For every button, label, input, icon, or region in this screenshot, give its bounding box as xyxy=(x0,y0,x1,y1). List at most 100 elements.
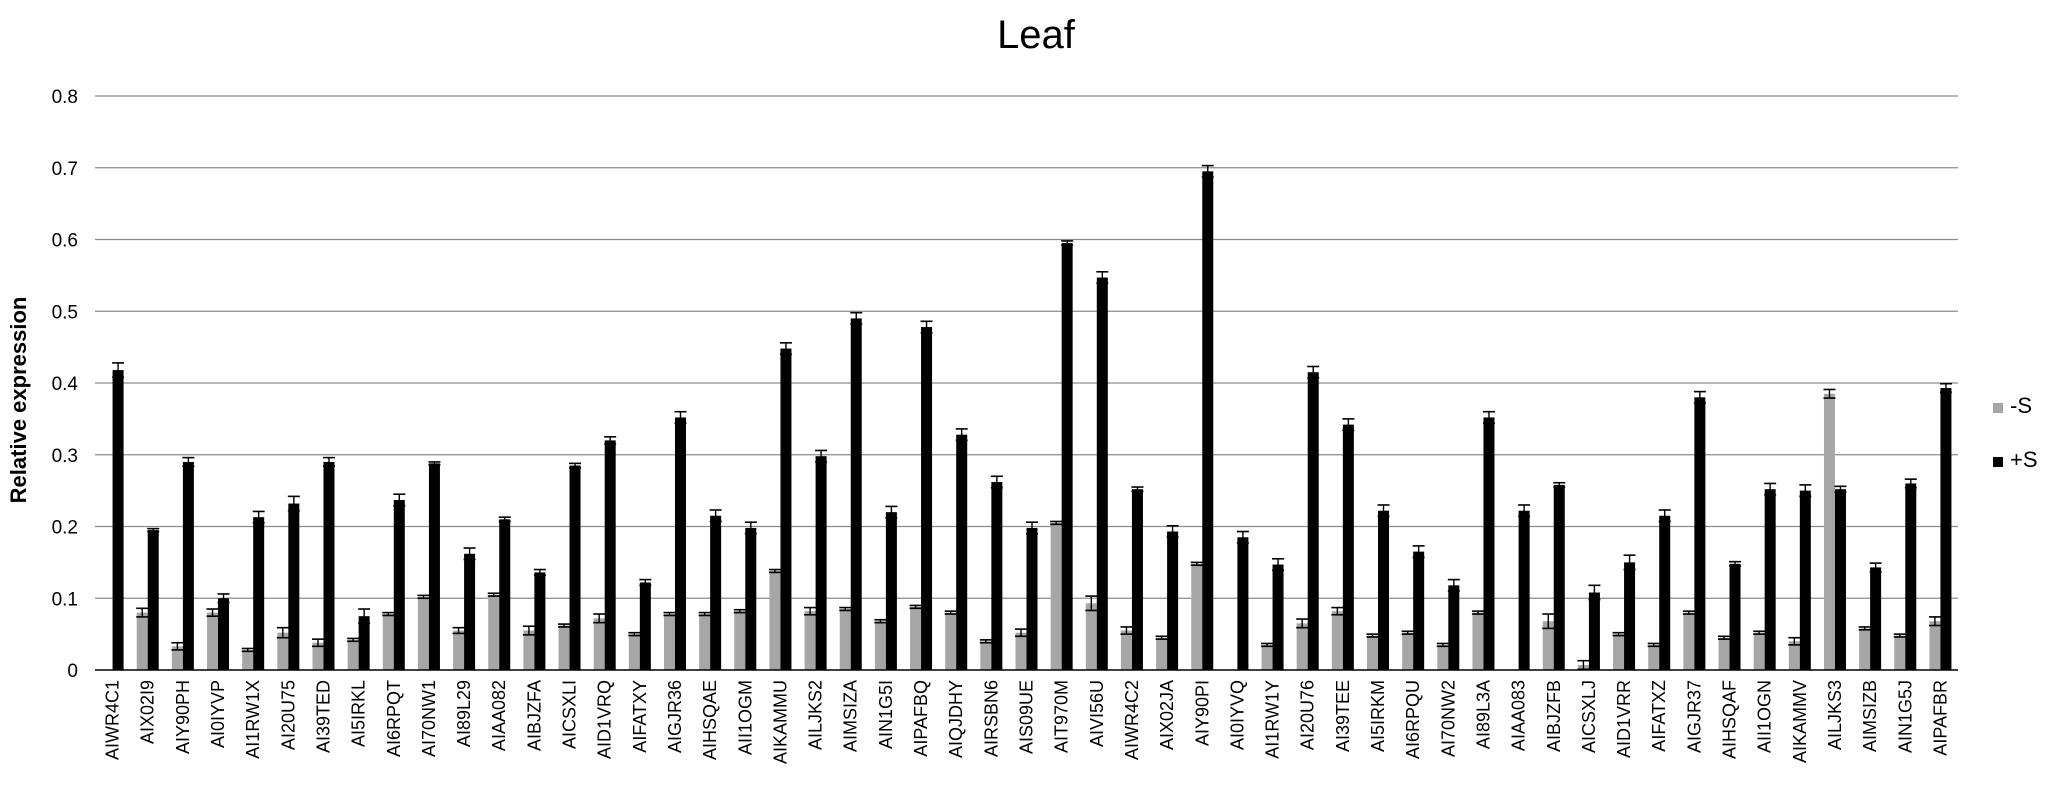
bar-minus-s xyxy=(1613,634,1625,670)
bar-minus-s xyxy=(1050,522,1062,670)
error-bar xyxy=(779,342,792,356)
error-bar xyxy=(276,626,289,639)
bar-plus-s xyxy=(1588,592,1600,670)
x-tick-label: AID1VRR xyxy=(1614,680,1634,758)
error-bar xyxy=(1799,484,1812,498)
x-tick-label: AIWR4C2 xyxy=(1122,680,1142,760)
error-bar xyxy=(1869,562,1882,573)
error-bar xyxy=(311,638,324,648)
error-bar xyxy=(1050,520,1063,526)
bar-plus-s xyxy=(921,327,933,670)
y-axis-ticks: 0 0.1 0.2 0.3 0.4 0.5 0.6 0.7 0.8 xyxy=(52,87,79,682)
error-bar xyxy=(1542,613,1555,630)
bar-plus-s xyxy=(745,527,757,670)
gridlines xyxy=(95,95,1958,599)
error-bar xyxy=(920,320,933,334)
x-tick-label: AIHSQAE xyxy=(700,680,720,760)
error-bar xyxy=(287,495,300,512)
bar-minus-s xyxy=(242,649,254,670)
bar-plus-s xyxy=(1870,567,1882,670)
bar-minus-s xyxy=(136,612,148,670)
error-bar xyxy=(815,449,828,463)
x-tick-label: AIX02JA xyxy=(1157,680,1177,750)
bar-plus-s xyxy=(1483,417,1495,670)
bar-plus-s xyxy=(815,456,827,670)
y-tick-label: 0.3 xyxy=(52,446,78,467)
bar-minus-s xyxy=(1367,635,1379,670)
bar-plus-s xyxy=(885,512,897,670)
bar-minus-s xyxy=(1683,612,1695,670)
error-bar xyxy=(1401,630,1414,635)
bar-plus-s xyxy=(1553,484,1565,670)
x-tick-label: AIPAFBR xyxy=(1930,680,1950,756)
x-tick-label: AILJKS3 xyxy=(1825,680,1845,750)
error-bar xyxy=(1272,557,1285,572)
error-bar xyxy=(393,493,406,507)
x-tick-label: AI6RPQT xyxy=(384,680,404,757)
error-bar xyxy=(498,516,511,523)
x-tick-label: AIN1G5I xyxy=(876,680,896,749)
error-bar xyxy=(698,611,711,617)
bar-plus-s xyxy=(674,417,686,670)
x-tick-label: AIY90PH xyxy=(173,680,193,754)
bar-minus-s xyxy=(593,618,605,670)
error-bar xyxy=(674,410,687,424)
y-tick-label: 0.1 xyxy=(52,589,78,610)
x-tick-label: AID1VRQ xyxy=(595,680,615,759)
x-tick-label: AIMSIZA xyxy=(841,680,861,752)
bar-minus-s xyxy=(1648,644,1660,670)
bar-minus-s xyxy=(1542,621,1554,670)
error-bar xyxy=(1155,635,1168,640)
bar-minus-s xyxy=(1331,611,1343,670)
error-bar xyxy=(1085,595,1098,612)
bar-plus-s xyxy=(1167,531,1179,670)
error-bar xyxy=(709,509,722,523)
bar-minus-s xyxy=(1120,630,1132,670)
error-bar xyxy=(1823,388,1836,399)
bar-plus-s xyxy=(1202,171,1214,670)
bar-plus-s xyxy=(1307,372,1319,670)
bar-plus-s xyxy=(604,440,616,670)
bar-plus-s xyxy=(218,598,230,670)
x-tick-label: AI1RW1Y xyxy=(1263,680,1283,759)
bar-minus-s xyxy=(312,642,324,670)
bar-minus-s xyxy=(980,641,992,670)
x-tick-label: AI0IYVP xyxy=(208,680,228,748)
x-tick-label: AIBJZFB xyxy=(1544,680,1564,752)
error-bar xyxy=(206,608,219,617)
bar-minus-s xyxy=(1823,393,1835,670)
error-bar xyxy=(744,521,757,535)
error-bar xyxy=(1753,630,1766,635)
error-bar xyxy=(663,611,676,617)
bar-plus-s xyxy=(464,553,476,670)
x-tick-label: AI89L29 xyxy=(454,680,474,747)
bar-plus-s xyxy=(288,503,300,670)
error-bar xyxy=(217,593,230,604)
x-tick-label: AI70NW2 xyxy=(1438,680,1458,757)
x-tick-label: AI1RW1X xyxy=(243,680,263,759)
bar-minus-s xyxy=(734,611,746,670)
x-tick-label: AIS09UE xyxy=(1017,680,1037,754)
error-bar xyxy=(1236,530,1249,544)
bar-plus-s xyxy=(639,582,651,670)
error-bar xyxy=(417,594,430,600)
bar-plus-s xyxy=(1378,510,1390,670)
error-bar xyxy=(1928,616,1941,627)
x-axis-ticks: AIWR4C1 AIX02I9 AIY90PH AI0IYVP AI1RW1X AI20U… xyxy=(103,680,1951,764)
bar-minus-s xyxy=(1472,612,1484,670)
error-bar xyxy=(604,436,617,445)
bar-minus-s xyxy=(910,606,922,670)
legend-swatch xyxy=(1993,403,2003,413)
bar-minus-s xyxy=(382,614,394,670)
error-bar xyxy=(382,611,395,617)
error-bar xyxy=(1061,240,1074,247)
error-bar xyxy=(1693,390,1706,404)
legend-label: +S xyxy=(2010,447,2038,472)
error-bar xyxy=(136,607,149,618)
error-bar xyxy=(522,625,535,636)
error-bar xyxy=(182,456,195,468)
bar-minus-s xyxy=(1929,621,1941,670)
error-bar xyxy=(885,505,898,519)
error-bar xyxy=(487,592,500,597)
error-bar xyxy=(1939,382,1952,394)
